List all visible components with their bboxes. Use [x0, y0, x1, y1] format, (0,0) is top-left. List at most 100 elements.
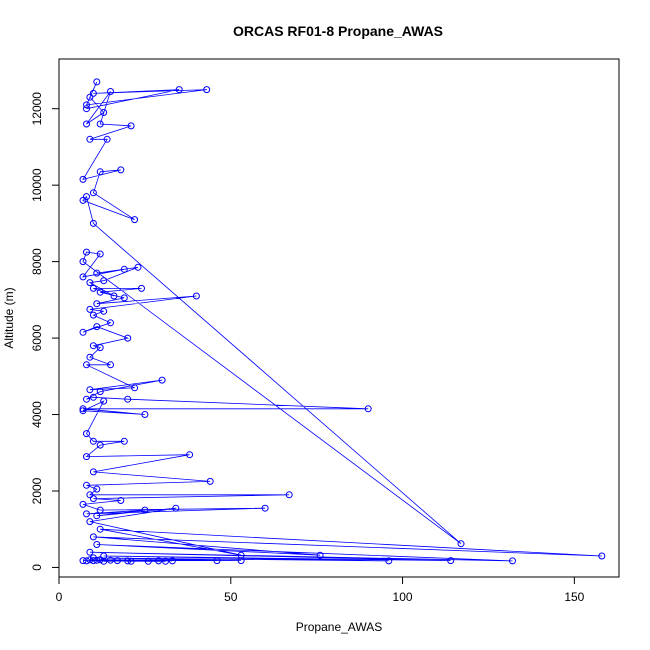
data-point-57: [124, 395, 132, 403]
data-point-64: [89, 437, 97, 445]
data-point-65: [120, 437, 128, 445]
data-point-3: [203, 86, 211, 94]
data-point-72: [93, 485, 101, 493]
data-point-23: [79, 258, 87, 266]
data-point-41: [89, 311, 97, 319]
data-point-81: [141, 506, 149, 514]
data-point-86: [96, 525, 104, 533]
data-point-22: [457, 540, 465, 548]
data-point-4: [83, 101, 90, 109]
y-tick-label-2: 4000: [30, 401, 44, 428]
x-tick-label-0: 0: [56, 590, 63, 604]
data-point-61: [79, 407, 87, 415]
data-point-87: [598, 552, 606, 560]
data-point-38: [192, 292, 200, 300]
data-point-39: [86, 305, 94, 313]
data-point-42: [107, 319, 114, 327]
data-point-48: [86, 353, 94, 361]
data-point-77: [79, 500, 87, 508]
plot-frame: [58, 58, 620, 578]
data-point-20: [83, 193, 90, 201]
data-point-24: [83, 248, 90, 256]
data-point-7: [100, 109, 108, 116]
data-point-9: [107, 88, 114, 95]
data-point-93: [447, 557, 455, 565]
data-point-111: [162, 557, 169, 565]
data-point-83: [172, 504, 180, 512]
data-point-36: [120, 294, 128, 302]
data-point-101: [168, 557, 176, 565]
data-point-27: [120, 265, 128, 273]
y-axis-label: Altitude (m): [2, 287, 16, 348]
series-line-0: [82, 81, 602, 562]
data-point-88: [89, 533, 97, 541]
data-point-5: [93, 78, 101, 86]
y-tick-label-3: 6000: [30, 324, 44, 351]
data-point-10: [96, 120, 104, 128]
data-point-91: [509, 557, 516, 565]
data-point-66: [96, 441, 104, 449]
data-point-19: [79, 196, 87, 204]
data-point-15: [117, 166, 125, 174]
data-point-79: [261, 504, 269, 512]
data-point-63: [83, 430, 90, 438]
y-axis: 0 2000 4000 6000 8000 10000 12000: [30, 92, 59, 571]
data-point-76: [117, 497, 125, 504]
data-point-40: [100, 307, 108, 315]
data-point-47: [96, 344, 104, 352]
data-point-92: [86, 548, 94, 556]
data-point-13: [103, 135, 111, 143]
data-point-50: [83, 361, 90, 369]
y-tick-label-5: 10000: [30, 168, 44, 202]
x-tick-label-1: 50: [224, 590, 238, 604]
data-point-32: [110, 292, 118, 300]
data-point-85: [237, 551, 245, 559]
data-point-55: [83, 395, 90, 403]
data-point-71: [83, 481, 90, 489]
data-point-0: [83, 105, 90, 113]
data-point-44: [93, 323, 101, 331]
data-point-25: [96, 250, 104, 258]
data-point-107: [124, 557, 132, 565]
data-point-45: [124, 334, 132, 342]
data-point-74: [285, 491, 293, 499]
data-point-35: [96, 288, 104, 296]
data-point-2: [89, 89, 97, 97]
data-point-109: [113, 557, 121, 565]
data-point-18: [131, 216, 139, 224]
data-point-26: [79, 273, 87, 281]
data-point-108: [100, 557, 108, 565]
data-point-78: [96, 506, 104, 514]
data-point-80: [83, 510, 90, 518]
data-point-67: [83, 453, 90, 461]
data-point-46: [89, 342, 97, 350]
data-point-60: [141, 411, 149, 418]
data-point-89: [316, 551, 324, 559]
data-point-1: [175, 86, 183, 94]
data-point-68: [186, 451, 194, 459]
data-point-84: [86, 518, 94, 526]
data-point-16: [96, 168, 104, 176]
data-point-106: [89, 557, 97, 565]
y-tick-label-1: 2000: [30, 477, 44, 504]
data-point-82: [93, 512, 101, 520]
data-point-70: [206, 477, 214, 485]
data-point-11: [127, 122, 135, 130]
data-point-59: [79, 405, 87, 413]
data-point-112: [93, 556, 101, 564]
data-point-58: [364, 405, 372, 413]
data-point-43: [79, 328, 87, 336]
data-point-6: [86, 93, 94, 101]
data-point-103: [155, 557, 163, 565]
data-point-99: [213, 557, 221, 565]
y-tick-label-0: 0: [30, 564, 44, 571]
data-point-94: [100, 552, 108, 560]
data-point-28: [93, 269, 101, 277]
data-point-95: [385, 557, 393, 565]
data-point-54: [96, 388, 104, 396]
x-axis: 0 50 100 150: [56, 577, 585, 604]
series-layer: [79, 78, 606, 565]
data-point-53: [158, 376, 166, 384]
data-point-29: [134, 263, 142, 271]
